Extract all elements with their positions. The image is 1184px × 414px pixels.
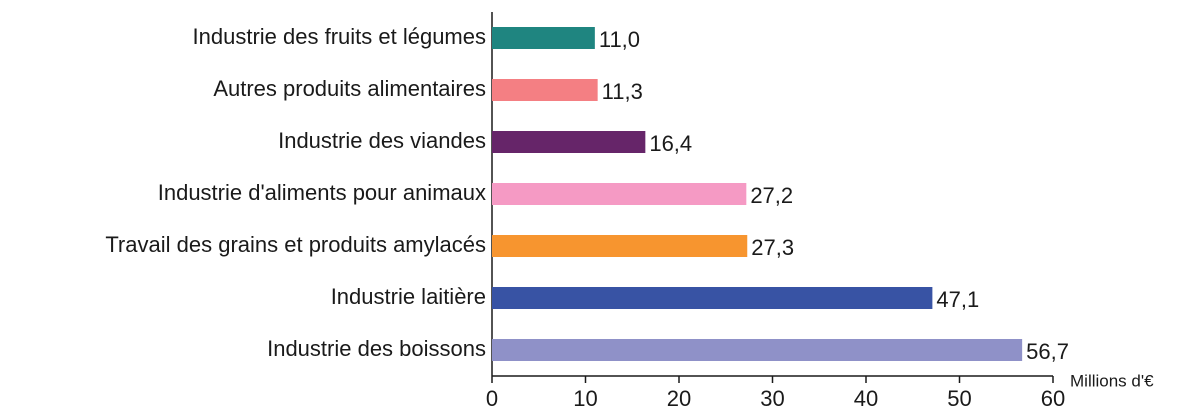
- value-label: 11,3: [602, 79, 643, 104]
- category-label: Industrie d'aliments pour animaux: [158, 180, 486, 205]
- category-label: Industrie des fruits et légumes: [193, 24, 486, 49]
- value-label: 56,7: [1026, 339, 1069, 364]
- x-tick-label: 0: [486, 386, 498, 411]
- category-label: Autres produits alimentaires: [213, 76, 486, 101]
- bar: [492, 287, 933, 309]
- x-tick-label: 60: [1041, 386, 1065, 411]
- category-label: Industrie des boissons: [267, 336, 486, 361]
- bar: [492, 339, 1023, 361]
- bar: [492, 79, 598, 101]
- value-label: 27,3: [751, 235, 794, 260]
- x-tick-label: 50: [947, 386, 971, 411]
- bar: [492, 183, 747, 205]
- value-label: 47,1: [936, 287, 979, 312]
- x-tick-label: 30: [760, 386, 784, 411]
- bar: [492, 235, 748, 257]
- bar: [492, 27, 595, 49]
- value-label: 11,0: [599, 27, 640, 52]
- x-axis-label: Millions d'€: [1070, 371, 1154, 390]
- value-label: 27,2: [750, 183, 793, 208]
- category-label: Industrie des viandes: [278, 128, 486, 153]
- x-tick-label: 10: [573, 386, 597, 411]
- x-tick-label: 20: [667, 386, 691, 411]
- bar: [492, 131, 646, 153]
- value-label: 16,4: [649, 131, 692, 156]
- category-label: Travail des grains et produits amylacés: [105, 232, 486, 257]
- category-label: Industrie laitière: [331, 284, 486, 309]
- x-tick-label: 40: [854, 386, 878, 411]
